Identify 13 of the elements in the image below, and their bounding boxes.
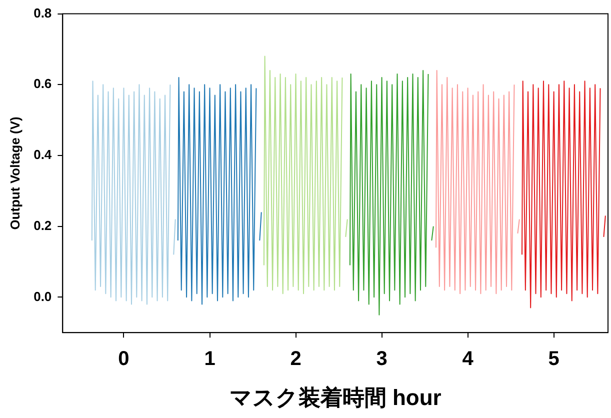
y-tick-label: 0.8 bbox=[34, 5, 52, 20]
x-axis-title: マスク装着時間 hour bbox=[229, 384, 442, 410]
y-tick-label: 0.6 bbox=[34, 76, 52, 92]
x-tick-label: 4 bbox=[462, 348, 474, 370]
x-tick-label: 2 bbox=[290, 348, 302, 370]
y-tick-label: 0.0 bbox=[34, 288, 52, 304]
y-tick-label: 0.2 bbox=[34, 218, 52, 233]
x-tick-label: 0 bbox=[118, 348, 130, 370]
x-tick-label: 3 bbox=[376, 348, 388, 370]
x-tick-label: 1 bbox=[204, 348, 216, 370]
y-tick-label: 0.4 bbox=[34, 147, 52, 162]
x-tick-label: 5 bbox=[548, 348, 560, 370]
y-axis-title: Output Voltage (V) bbox=[7, 116, 22, 230]
